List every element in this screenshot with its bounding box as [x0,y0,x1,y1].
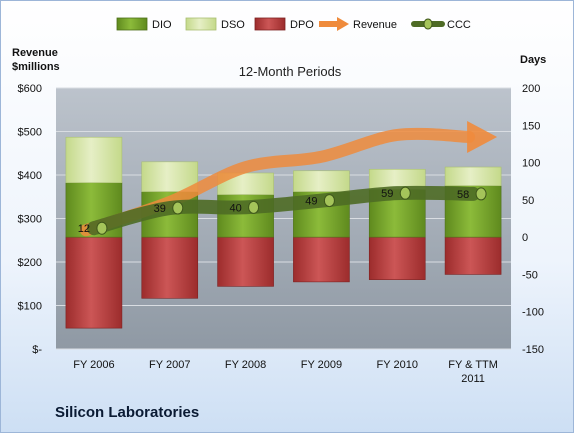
x-tick-label: FY 2009 [301,359,342,371]
legend-label: DPO [290,19,314,31]
left-tick-label: $100 [18,301,42,313]
ccc-series: 12 39 40 49 59 58 [78,185,487,235]
dpo-bar [141,236,199,299]
dso-bar [65,136,123,184]
right-tick-label: 100 [522,158,540,170]
ccc-data-label: 40 [229,202,241,214]
dpo-bar [444,236,502,275]
x-tick-label: FY 2010 [377,359,418,371]
right-tick-label: 150 [522,120,540,132]
legend-arrowhead [337,17,349,31]
legend-swatch [185,17,217,31]
dpo-bar [65,236,123,329]
right-tick-label: 200 [522,83,540,95]
right-tick-label: 0 [522,232,528,244]
legend-swatch [116,17,148,31]
ccc-marker [96,221,108,235]
ccc-data-label: 12 [78,223,90,235]
legend-label: DSO [221,19,245,31]
left-tick-label: $- [32,344,42,356]
dso-bar [444,166,502,186]
company-name: Silicon Laboratories [55,404,199,421]
left-axis-title-line1: Revenue [12,47,58,59]
x-tick-label: FY 2007 [149,359,190,371]
right-axis: -150 -100 -50 0 50 100 150 200 [522,83,544,356]
dso-bar [141,161,199,192]
x-tick-label: FY 2008 [225,359,266,371]
chart-title: 12-Month Periods [239,64,342,79]
legend-swatch [254,17,286,31]
ccc-data-label: 39 [154,203,166,215]
right-tick-label: -150 [522,344,544,356]
x-tick-label: 2011 [461,373,485,385]
right-axis-title: Days [520,54,546,66]
ccc-marker [172,201,184,215]
right-tick-label: -50 [522,269,538,281]
left-axis: $- $100 $200 $300 $400 $500 $600 [18,83,43,356]
revenue-arrowhead [467,120,498,153]
right-tick-label: 50 [522,195,534,207]
left-axis-title-line2: $millions [12,61,60,73]
legend-label: DIO [152,19,172,31]
dpo-bar [293,236,350,283]
legend-label: Revenue [353,19,397,31]
legend-marker [423,18,433,30]
dso-bar [293,170,350,192]
left-tick-label: $200 [18,257,42,269]
left-tick-label: $500 [18,127,42,139]
left-tick-label: $300 [18,214,42,226]
ccc-marker [399,186,411,200]
ccc-data-label: 59 [381,188,393,200]
left-tick-label: $600 [18,83,42,95]
right-tick-label: -100 [522,307,544,319]
ccc-data-label: 49 [305,196,317,208]
x-tick-label: FY & TTM [448,359,498,371]
dpo-bar [217,236,274,287]
ccc-data-label: 58 [457,189,469,201]
dpo-bar [368,236,426,280]
left-tick-label: $400 [18,170,42,182]
ccc-marker [248,200,260,214]
ccc-marker [323,194,335,208]
legend-label: CCC [447,19,471,31]
x-tick-label: FY 2006 [73,359,114,371]
legend: DIO DSO DPO Revenue CCC [116,17,471,31]
x-axis: FY 2006 FY 2007 FY 2008 FY 2009 FY 2010 FY & … [73,359,498,385]
ccc-marker [475,187,487,201]
